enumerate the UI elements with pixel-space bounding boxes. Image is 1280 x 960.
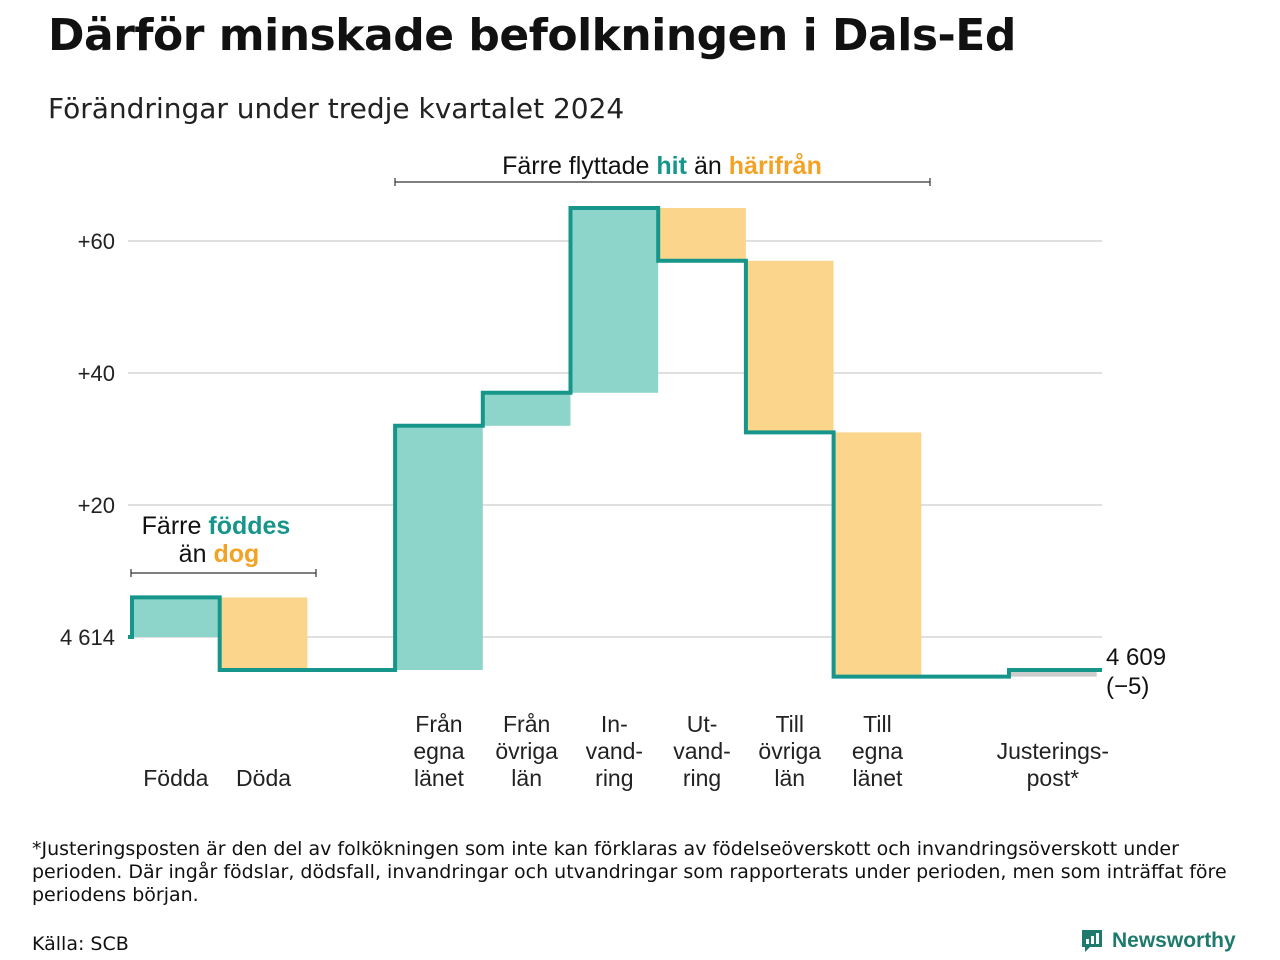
bar-decrease [833,432,922,677]
category-label: egna [413,738,464,764]
start-value-label: 4 614 [60,625,115,650]
category-label: vand- [586,738,644,764]
category-label: Från [503,711,550,737]
migration-annotation: Färre flyttade hit än härifrån [502,152,822,180]
category-label: Justerings- [997,738,1109,764]
step-line [128,206,1102,679]
category-label: In- [601,711,628,737]
bar-decrease [745,260,834,433]
category-label: övriga [758,738,821,764]
end-change-label: (−5) [1106,673,1149,700]
category-label: länet [414,765,464,791]
newsworthy-logo-icon [1082,930,1102,952]
category-label: egna [852,738,903,764]
category-label: länet [853,765,903,791]
bar-increase [395,425,483,670]
y-tick-label: +60 [78,229,115,254]
migration-harifran: härifrån [729,152,822,180]
category-label: Till [775,711,804,737]
category-label: Från [415,711,462,737]
chart-subtitle: Förändringar under tredje kvartalet 2024 [48,92,625,125]
footnote: *Justeringsposten är den del av folkökni… [32,838,1227,906]
migration-mid: än [694,152,722,180]
category-label: län [511,765,542,791]
source-text: Källa: SCB [32,933,129,955]
bar-decrease [658,208,746,261]
births-dog: dog [213,540,259,568]
category-label: Födda [143,765,208,791]
migration-hit: hit [656,152,687,180]
bar-increase [482,392,571,426]
category-label: ring [683,765,721,791]
bar-increase [132,597,220,637]
births-lead: Färre [142,512,202,540]
newsworthy-logo: Newsworthy [1080,928,1236,954]
newsworthy-logo-text: Newsworthy [1112,929,1236,952]
births-an: än [179,540,207,568]
births-foddes: föddes [208,512,290,540]
bar-adjust [1009,670,1097,677]
y-tick-label: +20 [78,493,115,518]
end-value-label: 4 609 [1106,644,1166,671]
waterfall-step-line [128,206,1102,679]
category-label: vand- [673,738,731,764]
bars [132,208,1097,677]
category-label: Ut- [687,711,718,737]
migration-lead: Färre flyttade [502,152,649,180]
births-annotation-line2: än dog [179,540,260,568]
chart-title: Därför minskade befolkningen i Dals-Ed [48,10,1016,61]
category-label: län [774,765,805,791]
category-label: ring [595,765,633,791]
bar-decrease [219,597,308,670]
bar-increase [570,208,659,393]
births-annotation-line1: Färre föddes [142,512,291,540]
category-label: Till [863,711,892,737]
category-label: post* [1027,765,1079,791]
category-label: Döda [236,765,291,791]
category-label: övriga [495,738,558,764]
y-tick-label: +40 [78,361,115,386]
